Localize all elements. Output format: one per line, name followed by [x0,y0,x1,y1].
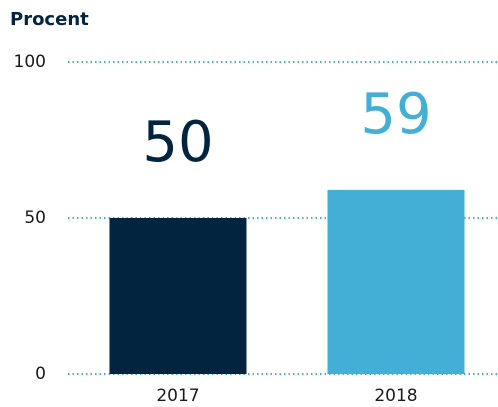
x-tick-label: 2018 [374,386,417,406]
y-tick-label: 100 [14,52,46,72]
bar [109,218,247,374]
value-label: 59 [360,82,431,147]
y-tick-label: 50 [24,208,46,228]
y-tick-label: 0 [35,364,46,384]
x-tick-label: 2017 [156,386,199,406]
y-axis-label: Procent [10,9,89,30]
bar [327,189,465,374]
value-label: 50 [142,110,213,175]
